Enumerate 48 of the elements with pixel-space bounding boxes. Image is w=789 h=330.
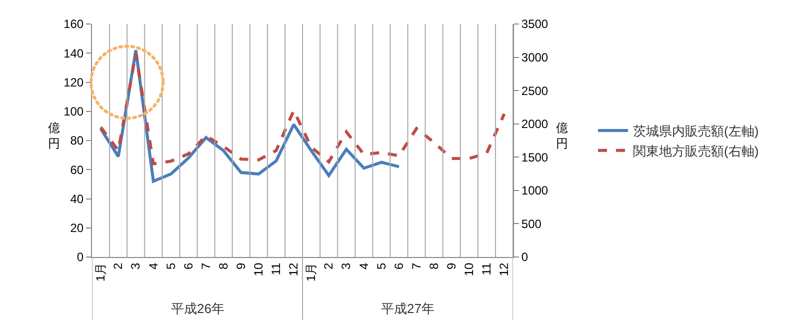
y-tick-label: 0 xyxy=(76,250,84,264)
x-tick-label: 12 xyxy=(286,262,301,276)
y2-tick-label: 3500 xyxy=(521,17,548,32)
legend-label: 茨城県内販売額(左軸) xyxy=(632,124,759,139)
x-tick-label: 6 xyxy=(392,262,406,270)
y-tick-label: 120 xyxy=(64,75,84,90)
y2-axis-title: 億円 xyxy=(556,121,568,151)
x-tick-label: 1月 xyxy=(94,262,108,282)
y2-tick-label: 2000 xyxy=(521,117,548,132)
x-tick-label: 10 xyxy=(462,262,476,276)
x-tick-label: 5 xyxy=(374,262,388,270)
text: 平成26年 xyxy=(171,301,224,316)
x-tick-label: 12 xyxy=(497,262,512,276)
y-tick-label: 20 xyxy=(70,221,84,236)
y2-tick-label: 500 xyxy=(521,216,542,231)
x-tick-label: 8 xyxy=(426,262,441,270)
legend-label: 関東地方販売額(右軸) xyxy=(632,143,759,158)
x-tick-label: 9 xyxy=(444,262,458,270)
y2-tick-label: 1500 xyxy=(521,150,548,164)
y-tick-label: 100 xyxy=(64,104,84,119)
y-tick-label: 80 xyxy=(70,134,84,148)
y-axis-title: 億円 xyxy=(48,121,60,151)
y-tick-label: 40 xyxy=(70,192,84,206)
x-tick-label: 11 xyxy=(480,262,494,276)
x-tick-label: 10 xyxy=(252,262,266,276)
y2-tick-label: 0 xyxy=(521,250,528,264)
line-series xyxy=(99,52,506,166)
x-tick-label: 3 xyxy=(339,262,354,270)
x-tick-label: 7 xyxy=(409,262,424,270)
y-tick-label: 60 xyxy=(70,162,84,177)
x-tick-label: 8 xyxy=(216,262,230,270)
x-tick-label: 2 xyxy=(111,262,126,270)
x-tick-label: 9 xyxy=(234,262,248,270)
x-tick-label: 3 xyxy=(128,262,143,270)
y-tick-label: 160 xyxy=(64,17,84,32)
x-tick-label: 1月 xyxy=(304,262,318,282)
x-tick-label: 4 xyxy=(356,262,371,270)
x-tick-label: 7 xyxy=(198,262,213,270)
y-tick-label: 140 xyxy=(64,46,84,60)
y2-tick-label: 3000 xyxy=(521,50,548,64)
x-tick-label: 2 xyxy=(322,262,336,270)
x-tick-label: 4 xyxy=(146,262,160,270)
x-tick-label: 5 xyxy=(164,262,178,270)
x-tick-label: 6 xyxy=(181,262,196,270)
y2-tick-label: 2500 xyxy=(521,84,548,98)
text: 平成27年 xyxy=(381,301,434,316)
y2-tick-label: 1000 xyxy=(521,184,548,198)
x-tick-label: 11 xyxy=(269,262,284,276)
